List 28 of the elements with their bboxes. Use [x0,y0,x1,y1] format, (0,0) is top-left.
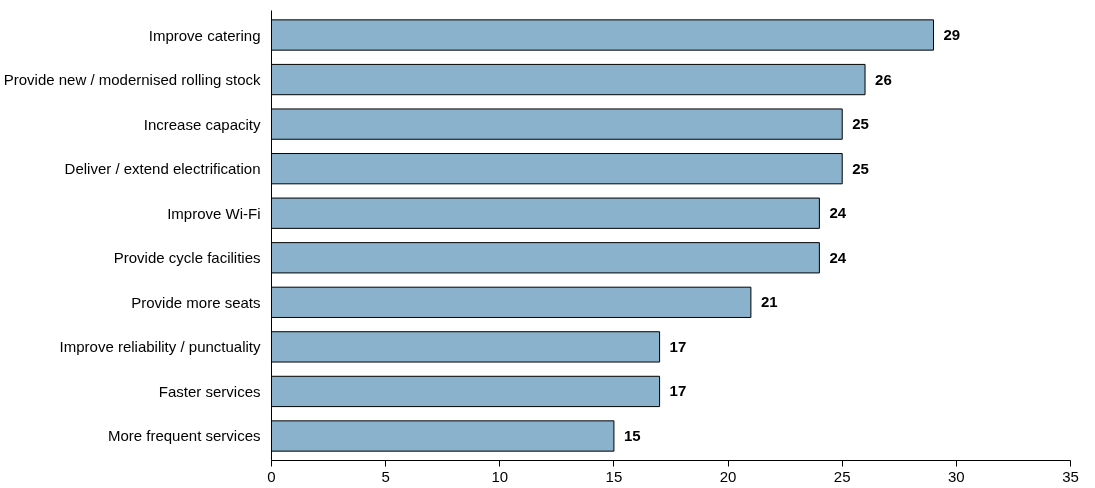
y-tick-label: Provide new / modernised rolling stock [3,71,261,89]
data-label: 17 [669,382,687,400]
y-tick-label: Increase capacity [143,115,261,133]
y-tick-label: Faster services [158,382,261,400]
y-tick-label: More frequent services [107,427,261,445]
y-tick-label: Provide more seats [131,293,261,311]
y-tick-label: Improve Wi-Fi [167,204,261,222]
data-label: 29 [943,26,961,43]
data-label: 25 [852,159,869,177]
x-tick-label: 35 [1062,467,1079,485]
data-label: 15 [623,427,641,444]
x-tick-label: 15 [605,467,623,485]
data-label: 17 [669,337,687,355]
y-tick-label: Improve catering [148,26,261,44]
y-tick-label: Provide cycle facilities [113,249,261,267]
x-tick-label: 30 [948,467,965,485]
y-tick-label: Improve reliability / punctuality [59,338,261,356]
data-label: 24 [829,248,847,266]
x-tick-label: 5 [381,467,390,485]
x-tick-label: 20 [719,467,737,485]
x-tick-label: 0 [267,467,276,485]
data-label: 21 [760,293,778,311]
y-tick-label: Deliver / extend electrification [64,160,261,178]
x-tick-label: 25 [833,467,851,485]
x-tick-label: 10 [491,467,509,485]
data-label: 26 [875,70,892,88]
data-label: 25 [852,115,869,133]
data-label: 24 [829,204,847,222]
